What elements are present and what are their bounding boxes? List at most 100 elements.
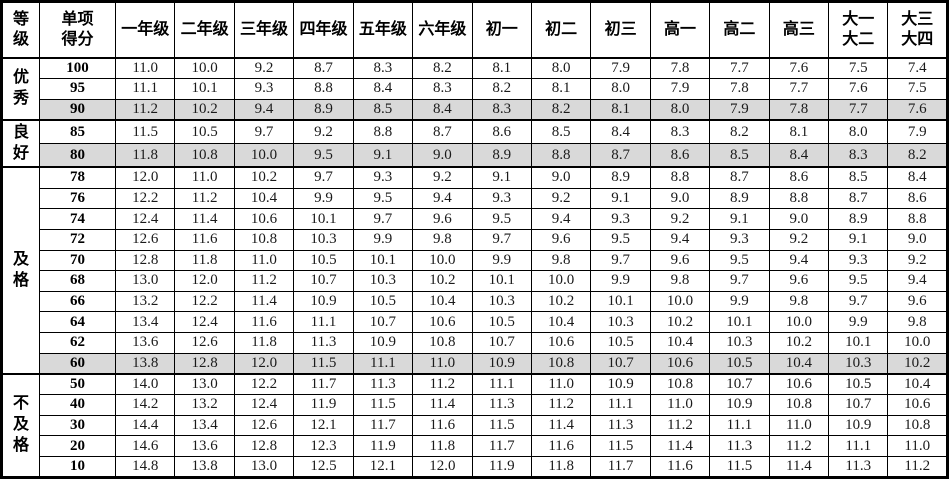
time-value-cell: 10.2	[233, 166, 295, 189]
score-cell: 95	[39, 78, 116, 100]
time-value-cell: 10.1	[471, 270, 532, 292]
time-value-cell: 13.0	[233, 456, 295, 478]
time-value-cell: 11.3	[471, 394, 532, 416]
time-value-cell: 10.6	[412, 311, 473, 334]
table-row: 95 11.1 10.1 9.3 8.8 8.4 8.3 8.2 8.1 8.0 7.9 7.8 7.7…	[2, 78, 948, 100]
time-value-cell: 7.5	[828, 57, 889, 80]
time-value-cell: 7.9	[590, 57, 651, 80]
grade-group-label: 不 及 格	[1, 372, 40, 478]
time-value-cell: 11.0	[649, 394, 711, 416]
time-value-cell: 12.6	[233, 414, 295, 437]
time-value-cell: 11.4	[233, 290, 295, 313]
time-value-cell: 10.4	[649, 332, 711, 354]
time-value-cell: 12.2	[114, 187, 176, 210]
time-value-cell: 10.8	[412, 332, 473, 354]
time-value-cell: 9.3	[352, 166, 414, 189]
time-value-cell: 10.1	[590, 290, 651, 313]
time-value-cell: 9.4	[233, 98, 295, 121]
time-value-cell: 9.8	[530, 249, 592, 272]
time-value-cell: 8.9	[709, 187, 770, 210]
time-value-cell: 9.8	[887, 311, 948, 334]
time-value-cell: 9.5	[293, 143, 354, 168]
header-grade-column: 三年级	[233, 1, 295, 59]
time-value-cell: 8.8	[352, 118, 414, 145]
time-value-cell: 11.1	[293, 311, 354, 334]
time-value-cell: 11.2	[649, 414, 711, 437]
time-value-cell: 9.5	[352, 187, 414, 210]
time-value-cell: 10.9	[709, 394, 770, 416]
time-value-cell: 10.1	[174, 78, 235, 100]
time-value-cell: 9.0	[412, 143, 473, 168]
time-value-cell: 11.5	[293, 352, 354, 375]
time-value-cell: 9.7	[471, 228, 532, 251]
time-value-cell: 10.7	[293, 270, 354, 292]
time-value-cell: 8.9	[590, 166, 651, 189]
time-value-cell: 10.5	[471, 311, 532, 334]
time-value-cell: 8.6	[768, 166, 830, 189]
time-value-cell: 12.0	[174, 270, 235, 292]
time-value-cell: 10.5	[590, 332, 651, 354]
score-cell: 72	[39, 228, 116, 251]
time-value-cell: 11.0	[233, 249, 295, 272]
table-row: 20 14.6 13.6 12.8 12.3 11.9 11.8 11.7 11.6 11.5 11…	[2, 435, 948, 458]
time-value-cell: 11.0	[412, 352, 473, 375]
time-value-cell: 9.2	[233, 57, 295, 80]
table-row: 不 及 格 50 14.0 13.0 12.2 11.7 11.3 11.2 11.1 11.0 1…	[1, 372, 948, 478]
time-value-cell: 10.5	[709, 352, 770, 375]
time-value-cell: 10.1	[709, 311, 770, 334]
time-value-cell: 7.6	[828, 78, 889, 100]
time-value-cell: 13.8	[174, 456, 235, 478]
time-value-cell: 10.2	[887, 352, 948, 375]
time-value-cell: 11.6	[233, 311, 295, 334]
time-value-cell: 11.5	[114, 118, 176, 145]
time-value-cell: 9.6	[887, 290, 948, 313]
header-grade-column: 高三	[768, 1, 830, 59]
time-value-cell: 7.7	[768, 78, 830, 100]
time-value-cell: 8.5	[352, 98, 414, 121]
time-value-cell: 11.2	[768, 435, 830, 458]
score-cell: 10	[39, 456, 116, 478]
time-value-cell: 11.5	[590, 435, 651, 458]
time-value-cell: 11.2	[412, 372, 473, 396]
time-value-cell: 10.0	[768, 311, 830, 334]
time-value-cell: 11.9	[471, 456, 532, 478]
time-value-cell: 10.6	[768, 372, 830, 396]
time-value-cell: 8.9	[471, 143, 532, 168]
time-value-cell: 9.4	[768, 249, 830, 272]
time-value-cell: 13.0	[114, 270, 176, 292]
time-value-cell: 11.5	[471, 414, 532, 437]
time-value-cell: 11.0	[768, 414, 830, 437]
time-value-cell: 8.0	[828, 118, 889, 145]
time-value-cell: 9.7	[352, 208, 414, 230]
time-value-cell: 10.1	[352, 249, 414, 272]
time-value-cell: 8.2	[709, 118, 770, 145]
time-value-cell: 7.7	[709, 57, 770, 80]
time-value-cell: 12.8	[233, 435, 295, 458]
time-value-cell: 12.1	[352, 456, 414, 478]
time-value-cell: 11.6	[530, 435, 592, 458]
time-value-cell: 10.2	[768, 332, 830, 354]
time-value-cell: 8.4	[590, 118, 651, 145]
time-value-cell: 8.1	[530, 78, 592, 100]
time-value-cell: 11.4	[530, 414, 592, 437]
time-value-cell: 12.5	[293, 456, 354, 478]
time-value-cell: 11.1	[828, 435, 889, 458]
time-value-cell: 13.2	[174, 394, 235, 416]
header-grade-column: 六年级	[412, 1, 473, 59]
time-value-cell: 11.6	[174, 228, 235, 251]
time-value-cell: 8.3	[649, 118, 711, 145]
time-value-cell: 8.9	[293, 98, 354, 121]
time-value-cell: 9.9	[471, 249, 532, 272]
header-grade-column: 高二	[709, 1, 770, 59]
time-value-cell: 8.1	[590, 98, 651, 121]
score-cell: 68	[39, 270, 116, 292]
time-value-cell: 12.8	[174, 352, 235, 375]
time-value-cell: 9.2	[887, 249, 948, 272]
time-value-cell: 11.8	[412, 435, 473, 458]
time-value-cell: 9.6	[649, 249, 711, 272]
time-value-cell: 10.0	[649, 290, 711, 313]
time-value-cell: 12.2	[233, 372, 295, 396]
time-value-cell: 9.4	[649, 228, 711, 251]
table-row: 66 13.2 12.2 11.4 10.9 10.5 10.4 10.3 10.2 10.1 10…	[2, 290, 948, 313]
